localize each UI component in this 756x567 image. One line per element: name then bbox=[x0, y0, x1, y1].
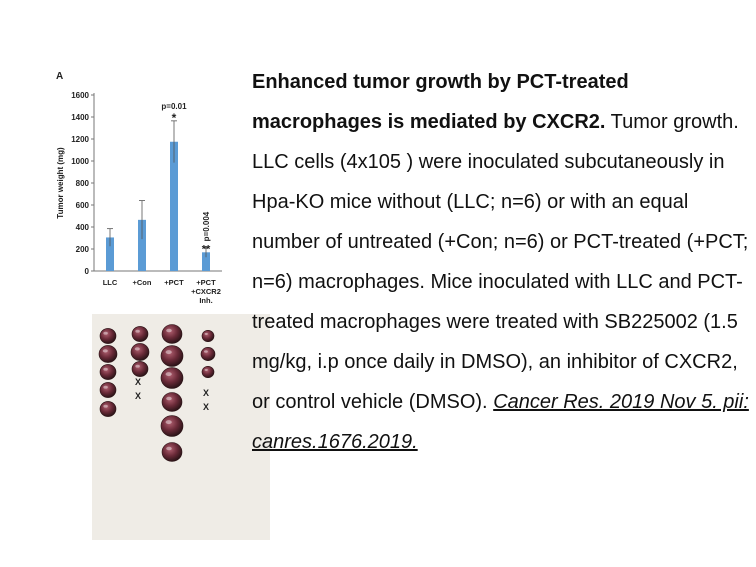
x-tick-label: Inh. bbox=[199, 296, 212, 305]
tumor-highlight bbox=[103, 331, 108, 335]
p-value-label: p=0.01 bbox=[161, 102, 187, 111]
y-tick-label: 1000 bbox=[71, 157, 89, 166]
tumor-specimen bbox=[99, 364, 117, 380]
tumor-highlight bbox=[103, 385, 108, 389]
tumor-specimen bbox=[160, 345, 184, 367]
tumor-highlight bbox=[204, 368, 208, 371]
tumor-specimen bbox=[160, 415, 184, 437]
y-tick-label: 600 bbox=[76, 201, 90, 210]
bar bbox=[106, 237, 114, 271]
tumor-specimen bbox=[200, 347, 216, 361]
y-tick-label: 1400 bbox=[71, 113, 89, 122]
y-axis-label: Tumor weight (mg) bbox=[56, 147, 65, 219]
tumor-specimen bbox=[131, 361, 149, 377]
tumor-specimen bbox=[99, 382, 117, 398]
tumor-specimen bbox=[131, 326, 149, 342]
tumor-highlight bbox=[134, 347, 140, 351]
bar bbox=[202, 252, 210, 271]
significance-mark: ** bbox=[202, 243, 211, 255]
tumor-specimen bbox=[98, 345, 118, 363]
tumor-highlight bbox=[166, 328, 172, 333]
tumor-specimen bbox=[99, 401, 117, 417]
tumor-specimen bbox=[201, 365, 215, 378]
missing-tumor-mark: X bbox=[135, 391, 141, 401]
panel-label: A bbox=[56, 71, 63, 82]
tumor-highlight bbox=[166, 396, 172, 401]
x-tick-label: +PCT bbox=[196, 278, 216, 287]
significance-mark: * bbox=[172, 111, 177, 125]
figure-caption: Enhanced tumor growth by PCT-treated mac… bbox=[252, 62, 752, 462]
tumor-highlight bbox=[103, 404, 108, 408]
tumor-specimen bbox=[161, 442, 183, 462]
tumor-highlight bbox=[203, 350, 208, 353]
tumor-specimen bbox=[201, 329, 215, 342]
missing-tumor-mark: X bbox=[203, 402, 209, 412]
y-tick-label: 800 bbox=[76, 179, 90, 188]
y-tick-label: 1200 bbox=[71, 135, 89, 144]
caption-title: Enhanced tumor growth by PCT-treated mac… bbox=[252, 71, 629, 133]
tumor-highlight bbox=[102, 349, 108, 353]
x-tick-label: LLC bbox=[103, 278, 118, 287]
bar-chart: A Tumor weight (mg) 0 200 400 600 800 1000 1200 1… bbox=[56, 71, 222, 305]
tumor-highlight bbox=[165, 420, 172, 425]
y-tick-label: 0 bbox=[85, 267, 90, 276]
p-value-label: p=0.004 bbox=[202, 211, 211, 241]
tumor-highlight bbox=[165, 372, 172, 377]
y-tick-label: 200 bbox=[76, 245, 90, 254]
caption-body: Tumor growth. LLC cells (4x105 ) were in… bbox=[252, 111, 749, 413]
bar bbox=[170, 141, 178, 271]
x-tick-label: +CXCR2 bbox=[191, 287, 221, 296]
tumor-highlight bbox=[103, 367, 108, 371]
figure-panel: A Tumor weight (mg) 0 200 400 600 800 1000 1200 1… bbox=[52, 62, 270, 540]
missing-tumor-mark: X bbox=[203, 388, 209, 398]
tumor-specimen bbox=[99, 328, 117, 344]
tumor-specimen bbox=[161, 392, 183, 412]
tumor-photo-drawing: XX XX bbox=[98, 324, 216, 462]
tumor-specimen bbox=[161, 324, 183, 344]
x-tick-label: +PCT bbox=[164, 278, 184, 287]
tumor-highlight bbox=[135, 364, 140, 368]
tumor-highlight bbox=[204, 332, 208, 335]
tumor-specimen bbox=[160, 367, 184, 389]
y-tick-label: 400 bbox=[76, 223, 90, 232]
tumor-highlight bbox=[165, 350, 172, 355]
missing-tumor-mark: X bbox=[135, 377, 141, 387]
citation-link[interactable]: Cancer Res. 2019 Nov 5. pii: canres.1676… bbox=[252, 391, 749, 453]
tumor-highlight bbox=[135, 329, 140, 333]
y-tick-label: 1600 bbox=[71, 91, 89, 100]
bar bbox=[138, 219, 146, 271]
x-tick-label: +Con bbox=[133, 278, 152, 287]
tumor-highlight bbox=[166, 446, 172, 451]
tumor-specimen bbox=[130, 343, 150, 361]
